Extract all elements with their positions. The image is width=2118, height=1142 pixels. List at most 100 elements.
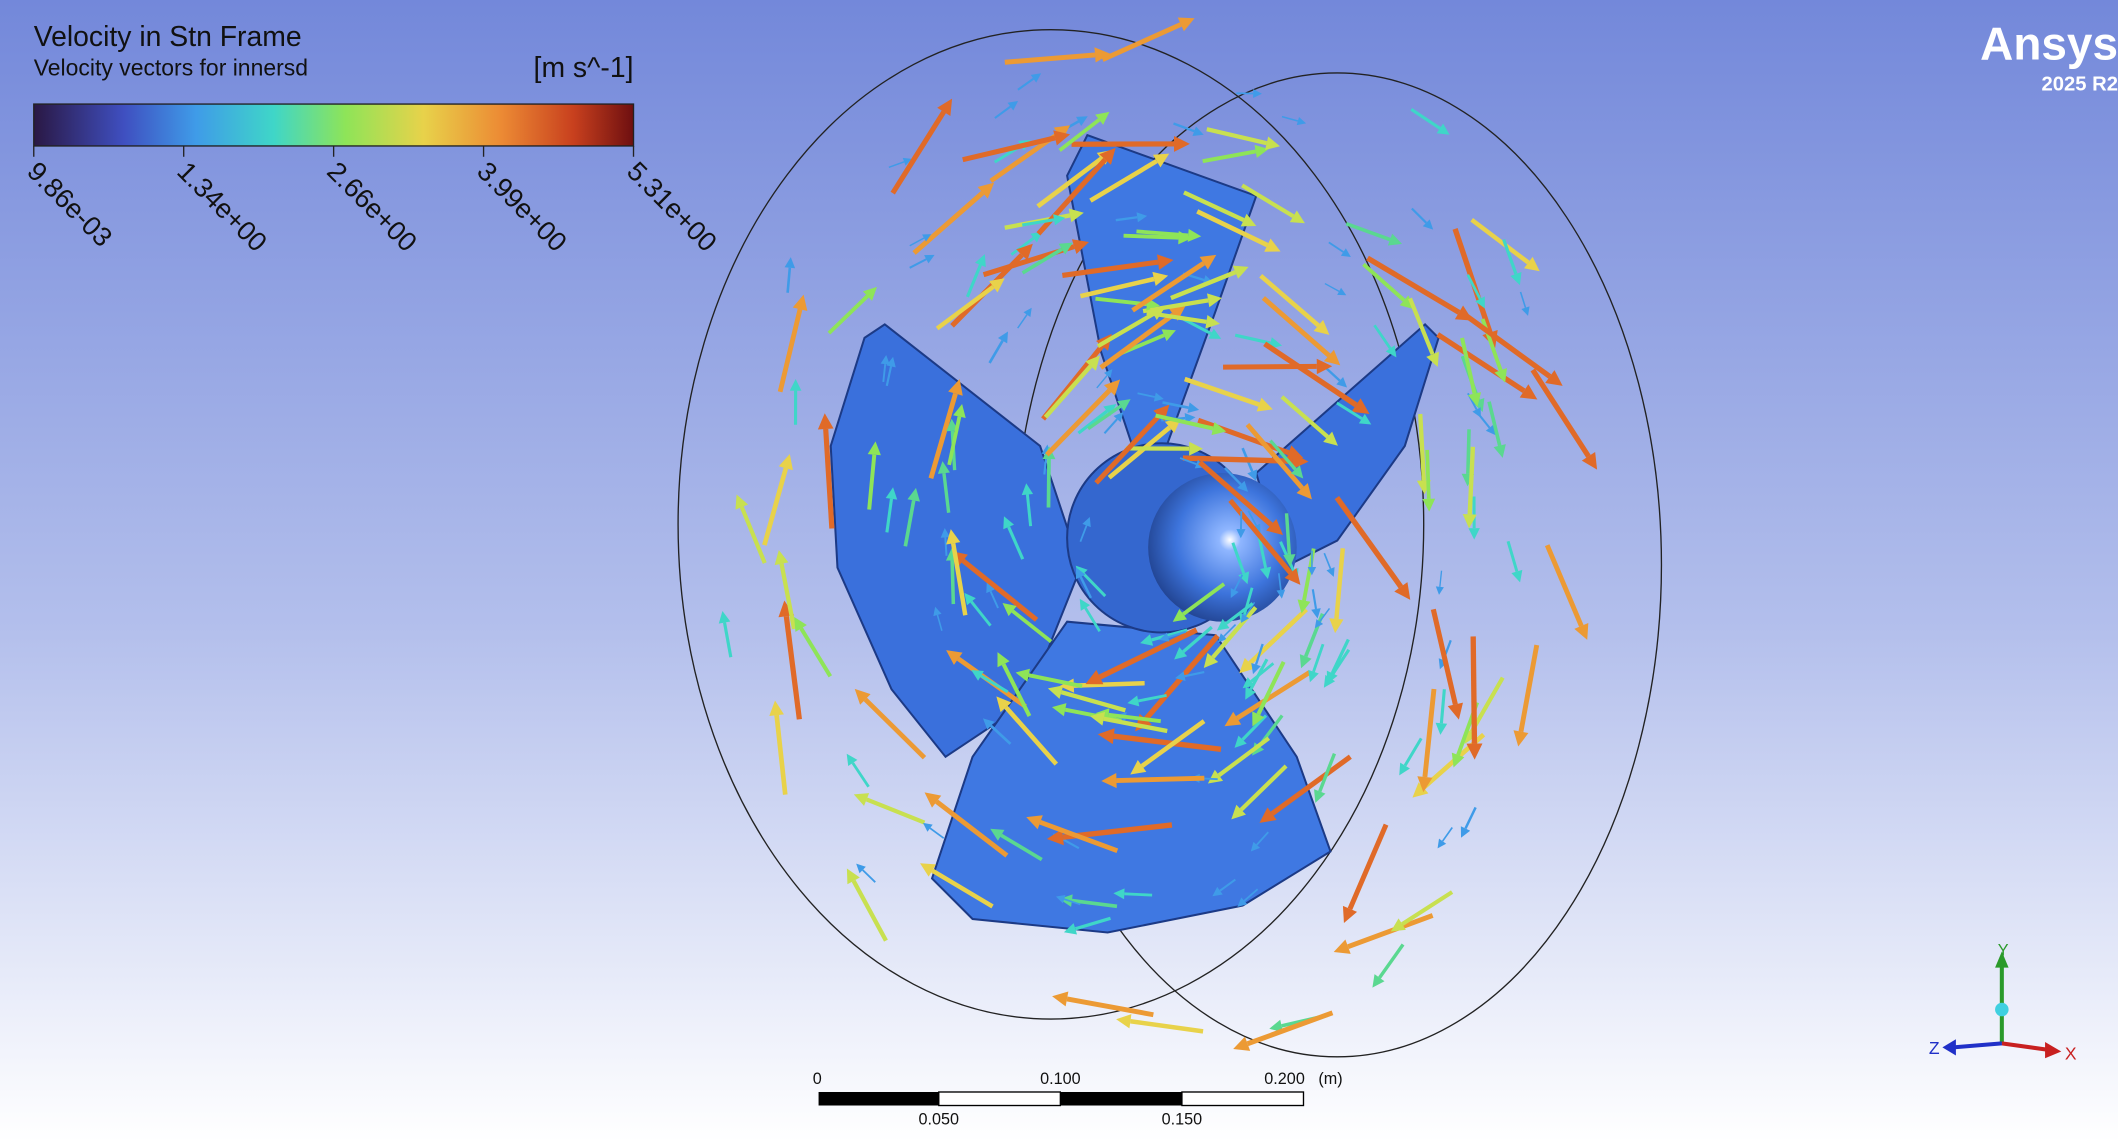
vector-head xyxy=(1286,445,1304,461)
vector xyxy=(1140,719,1206,768)
vector-head xyxy=(1247,469,1258,482)
logo: Ansys 2025 R2 xyxy=(1980,17,2118,95)
vector xyxy=(1234,333,1271,345)
vector xyxy=(1411,207,1428,224)
scale-segment xyxy=(818,1091,939,1106)
vector xyxy=(1022,218,1055,227)
vector-head xyxy=(853,793,870,806)
vector xyxy=(1418,413,1426,481)
vector-head xyxy=(1152,271,1169,287)
vector xyxy=(1502,239,1518,275)
vector xyxy=(1021,247,1063,275)
vector-head xyxy=(1524,256,1540,272)
vector-head xyxy=(778,454,793,471)
vector xyxy=(989,590,999,609)
vector xyxy=(1123,233,1179,240)
vector xyxy=(885,366,893,387)
vector-head xyxy=(1127,695,1140,707)
vector-head xyxy=(990,828,1005,841)
vector-head xyxy=(907,487,920,502)
vector-head xyxy=(1053,130,1071,146)
vector xyxy=(1116,775,1205,784)
vector-head xyxy=(1168,305,1186,321)
vector-head xyxy=(989,278,1005,293)
vector-head xyxy=(1178,231,1192,245)
vector-head xyxy=(1177,17,1195,32)
vector-head xyxy=(1545,370,1563,386)
vector xyxy=(786,267,792,293)
scale-segment xyxy=(1060,1091,1182,1106)
vector xyxy=(1228,498,1293,575)
vector-head xyxy=(886,356,896,368)
velocity-vectors xyxy=(718,17,1598,1051)
vector-head xyxy=(880,354,890,365)
vector-head xyxy=(1437,838,1447,849)
vector xyxy=(950,542,968,616)
vector xyxy=(885,498,894,533)
vector xyxy=(935,799,1009,858)
vector xyxy=(1025,494,1033,527)
vector xyxy=(1250,662,1275,683)
vector-head xyxy=(1435,586,1444,595)
vector-head xyxy=(1466,743,1483,760)
hub xyxy=(1148,473,1297,622)
vector xyxy=(1312,643,1325,673)
scale-segment xyxy=(938,1091,1062,1107)
vector-head xyxy=(1394,582,1411,600)
vector-head xyxy=(1276,589,1286,599)
vector-head xyxy=(1412,782,1429,798)
vector-head xyxy=(1259,807,1277,823)
vector xyxy=(1544,544,1584,627)
vector-head xyxy=(846,753,858,767)
vector xyxy=(1079,576,1093,599)
vector xyxy=(1530,368,1591,458)
vector-head xyxy=(924,792,942,808)
vector xyxy=(1098,627,1198,680)
vector-head xyxy=(1205,315,1220,329)
vector-head xyxy=(1417,776,1433,793)
vector xyxy=(1101,22,1182,62)
vector xyxy=(1084,607,1101,633)
vector-head xyxy=(953,403,966,418)
vector xyxy=(1345,221,1391,242)
vector xyxy=(1233,574,1244,591)
vector-head xyxy=(792,294,808,311)
axis-label: X xyxy=(2065,1044,2077,1064)
vector-head xyxy=(1289,210,1305,224)
vector-head xyxy=(1216,618,1230,631)
axis-triad: Y Z X xyxy=(1929,941,2077,1063)
vector-head xyxy=(1284,568,1301,585)
vector-head xyxy=(1103,403,1117,416)
vector xyxy=(970,600,992,627)
vector-head xyxy=(1232,265,1249,279)
vector-head xyxy=(1199,254,1217,270)
vector-head xyxy=(1251,663,1261,675)
vector-head xyxy=(1076,116,1088,126)
vector xyxy=(1137,392,1156,398)
vector xyxy=(1323,552,1332,570)
vector-head xyxy=(920,863,936,877)
vector xyxy=(1183,190,1245,223)
vector-head xyxy=(854,688,871,705)
vector-head xyxy=(1252,742,1265,756)
vector xyxy=(1045,388,1112,457)
vector-head xyxy=(1068,208,1084,223)
vector-head xyxy=(1021,483,1034,496)
vector xyxy=(1001,663,1032,717)
vector xyxy=(1225,602,1254,625)
vector-head xyxy=(794,617,807,632)
vector xyxy=(1254,643,1264,665)
vector-head xyxy=(1468,528,1480,540)
vector xyxy=(1241,714,1268,741)
vector xyxy=(1000,833,1043,862)
vector xyxy=(1060,837,1080,850)
vector-head xyxy=(1212,886,1223,897)
vector xyxy=(1096,375,1108,389)
vector xyxy=(1182,625,1213,653)
vector-head xyxy=(1234,735,1247,748)
vector xyxy=(1060,690,1126,713)
vector-head xyxy=(986,582,995,594)
vector-head xyxy=(1015,668,1030,682)
